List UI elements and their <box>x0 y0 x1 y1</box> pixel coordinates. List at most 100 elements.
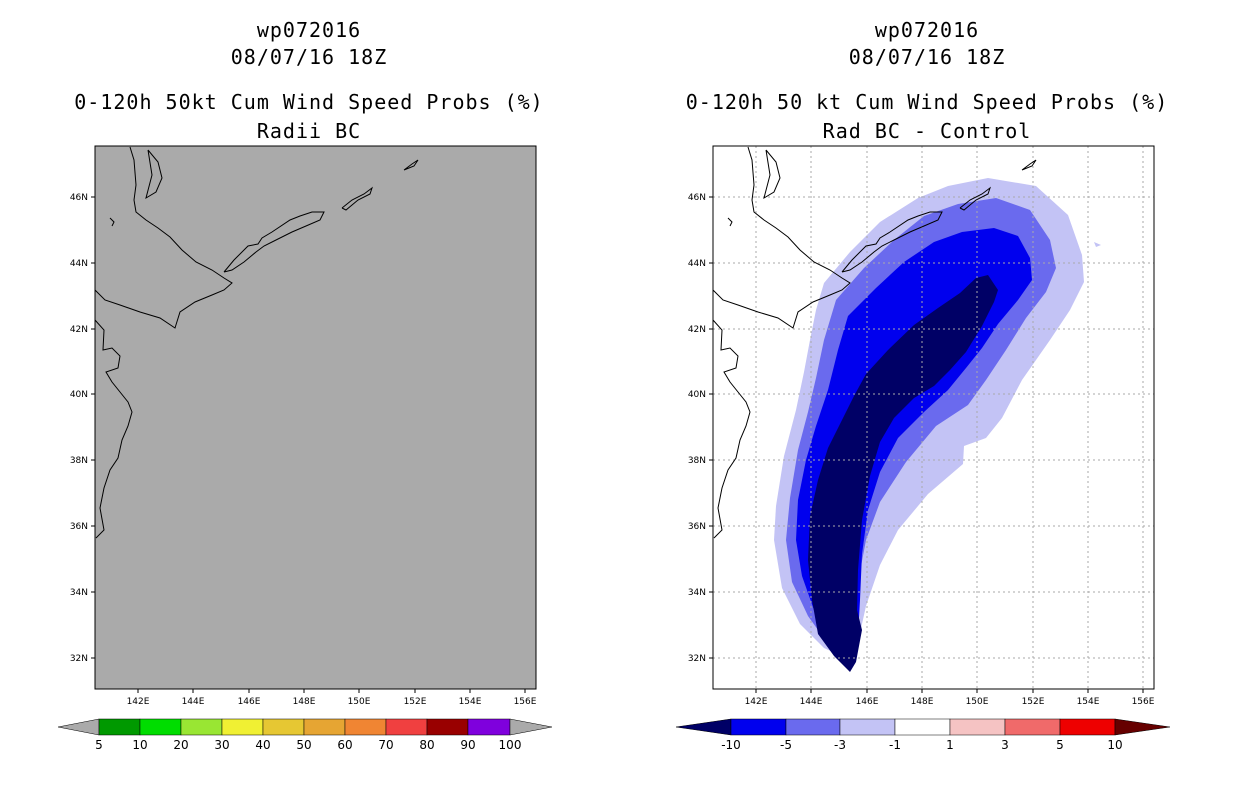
lat-label-36n: 36N <box>70 522 88 532</box>
lon-label-144e: 144E <box>182 697 205 707</box>
lon-label-150e: 150E <box>348 697 371 707</box>
difference-contours <box>774 178 1101 672</box>
colorbar-label: -10 <box>721 738 741 752</box>
colorbar-label: 80 <box>419 738 434 752</box>
lon-label-148e: 148E <box>911 697 934 707</box>
colorbar-box-minus-10-to-minus-5 <box>730 718 787 736</box>
lat-label-40n: 40N <box>70 390 88 400</box>
lat-axis: 46N 44N 42N 40N 38N 36N 34N 32N <box>70 193 95 664</box>
coastline <box>712 146 1037 539</box>
lat-label-40n: 40N <box>688 390 706 400</box>
probability-colorbar <box>57 718 553 736</box>
colorbar-label: 40 <box>255 738 270 752</box>
colorbar-label: 70 <box>378 738 393 752</box>
right-map-svg: 46N 44N 42N 40N 38N 36N 34N 32N 142E 144… <box>675 145 1171 752</box>
colorbar-label: 5 <box>1056 738 1064 752</box>
contour-minus-3-to-minus-1 <box>1094 242 1101 247</box>
colorbar-box-minus-1-to-1 <box>894 718 951 736</box>
lon-label-154e: 154E <box>1077 697 1100 707</box>
lon-label-150e: 150E <box>966 697 989 707</box>
storm-id-title: wp072016 <box>256 18 362 42</box>
colorbar-label: 20 <box>173 738 188 752</box>
colorbar-labels: -10 -5 -3 -1 1 3 5 10 <box>721 738 1122 752</box>
right-panel: wp072016 08/07/16 18Z 0-120h 50 kt Cum W… <box>618 0 1236 800</box>
lon-label-156e: 156E <box>514 697 537 707</box>
left-map-svg: 46N 44N 42N 40N 38N 36N 34N 32N 142E 144… <box>57 145 553 752</box>
lat-label-36n: 36N <box>688 522 706 532</box>
lat-label-38n: 38N <box>688 456 706 466</box>
lat-label-34n: 34N <box>688 588 706 598</box>
colorbar-label: -3 <box>834 738 846 752</box>
map-frame <box>712 145 1155 690</box>
colorbar-box-10-20 <box>139 718 182 736</box>
product-title: 0-120h 50kt Cum Wind Speed Probs (%) <box>74 90 544 114</box>
lon-label-148e: 148E <box>293 697 316 707</box>
lat-label-42n: 42N <box>70 325 88 335</box>
lon-label-144e: 144E <box>800 697 823 707</box>
colorbar-box-minus-5-to-minus-3 <box>785 718 841 736</box>
map-frame <box>94 145 537 690</box>
colorbar-box-40-50 <box>262 718 305 736</box>
colorbar-label: 30 <box>214 738 229 752</box>
lon-label-156e: 156E <box>1132 697 1155 707</box>
colorbar-label: 50 <box>296 738 311 752</box>
subtitle: Radii BC <box>256 119 362 143</box>
date-title: 08/07/16 18Z <box>230 45 388 69</box>
colorbar-labels: 5 10 20 30 40 50 60 70 80 90 100 <box>95 738 521 752</box>
lat-label-46n: 46N <box>70 193 88 203</box>
map-background <box>95 146 536 689</box>
lon-label-152e: 152E <box>1022 697 1045 707</box>
colorbar-box-50-60 <box>303 718 346 736</box>
lat-label-42n: 42N <box>688 325 706 335</box>
lon-label-146e: 146E <box>238 697 261 707</box>
colorbar-arrow-left <box>57 718 100 736</box>
colorbar-box-60-70 <box>344 718 387 736</box>
colorbar-arrow-right <box>509 718 553 736</box>
colorbar-label: 10 <box>1107 738 1122 752</box>
colorbar-box-30-40 <box>221 718 264 736</box>
colorbar-label: -5 <box>780 738 792 752</box>
colorbar-label: 60 <box>337 738 352 752</box>
lon-axis: 142E 144E 146E 148E 150E 152E 154E 156E <box>745 689 1155 707</box>
colorbar-box-5-10 <box>98 718 141 736</box>
lon-label-142e: 142E <box>745 697 768 707</box>
coastline <box>94 146 419 539</box>
lon-axis: 142E 144E 146E 148E 150E 152E 154E 156E <box>127 689 537 707</box>
colorbar-label: 1 <box>946 738 954 752</box>
storm-id-title: wp072016 <box>874 18 980 42</box>
colorbar-box-5-to-10 <box>1059 718 1116 736</box>
lat-label-44n: 44N <box>70 259 88 269</box>
colorbar-label: 3 <box>1001 738 1009 752</box>
grid-lines <box>713 146 1154 689</box>
lat-label-32n: 32N <box>688 654 706 664</box>
lon-label-146e: 146E <box>856 697 879 707</box>
colorbar-label: 5 <box>95 738 103 752</box>
colorbar-box-90-100 <box>467 718 511 736</box>
lon-label-142e: 142E <box>127 697 150 707</box>
colorbar-label: -1 <box>889 738 901 752</box>
colorbar-arrow-right <box>1114 718 1171 736</box>
left-panel: wp072016 08/07/16 18Z 0-120h 50kt Cum Wi… <box>57 18 553 752</box>
colorbar-box-80-90 <box>426 718 469 736</box>
contour-lt-minus-10 <box>808 275 998 672</box>
lat-label-32n: 32N <box>70 654 88 664</box>
lon-label-154e: 154E <box>459 697 482 707</box>
lat-label-46n: 46N <box>688 193 706 203</box>
colorbar-box-minus-3-to-minus-1 <box>839 718 896 736</box>
lon-label-152e: 152E <box>404 697 427 707</box>
colorbar-box-1-to-3 <box>949 718 1006 736</box>
colorbar-box-20-30 <box>180 718 223 736</box>
date-title: 08/07/16 18Z <box>848 45 1006 69</box>
lat-axis: 46N 44N 42N 40N 38N 36N 34N 32N <box>688 193 713 664</box>
lat-label-34n: 34N <box>70 588 88 598</box>
subtitle: Rad BC - Control <box>822 119 1032 143</box>
colorbar-label: 10 <box>132 738 147 752</box>
product-title: 0-120h 50 kt Cum Wind Speed Probs (%) <box>685 90 1169 114</box>
colorbar-arrow-left <box>675 718 732 736</box>
difference-colorbar <box>675 718 1171 736</box>
colorbar-box-3-to-5 <box>1004 718 1061 736</box>
lat-label-44n: 44N <box>688 259 706 269</box>
lat-label-38n: 38N <box>70 456 88 466</box>
colorbar-label: 100 <box>499 738 522 752</box>
colorbar-box-70-80 <box>385 718 428 736</box>
